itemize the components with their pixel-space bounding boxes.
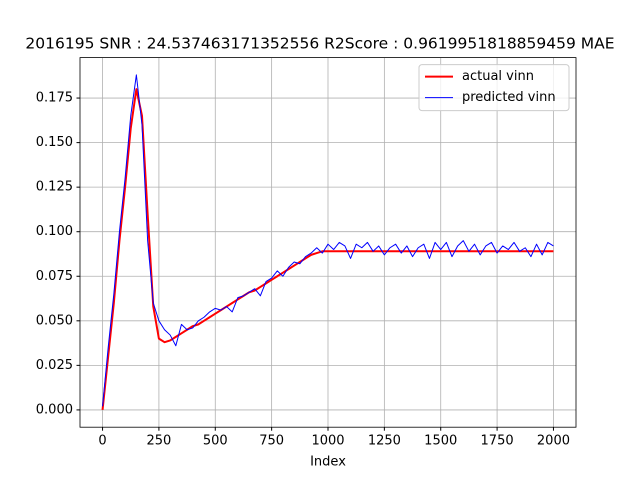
y-tick-label: 0.025 bbox=[36, 358, 73, 373]
x-axis-label: Index bbox=[310, 455, 346, 470]
y-tick-label: 0.125 bbox=[36, 180, 73, 195]
plot-frame bbox=[79, 57, 577, 428]
legend-label: predicted vinn bbox=[462, 90, 556, 105]
x-tick-label: 250 bbox=[146, 434, 171, 449]
x-tick-label: 1750 bbox=[481, 434, 514, 449]
legend-box bbox=[418, 64, 570, 112]
x-tick-label: 2000 bbox=[537, 434, 570, 449]
chart-title: 2016195 SNR : 24.537463171352556 R2Score… bbox=[25, 35, 614, 53]
x-tick-label: 500 bbox=[203, 434, 228, 449]
y-tick-label: 0.100 bbox=[36, 224, 73, 239]
x-tick-label: 750 bbox=[259, 434, 284, 449]
legend-label: actual vinn bbox=[462, 69, 534, 84]
x-tick-label: 1500 bbox=[424, 434, 457, 449]
y-tick-label: 0.150 bbox=[36, 135, 73, 150]
y-tick-label: 0.000 bbox=[36, 402, 73, 417]
x-tick-label: 1000 bbox=[311, 434, 344, 449]
y-tick-label: 0.175 bbox=[36, 91, 73, 106]
x-tick-label: 1250 bbox=[368, 434, 401, 449]
y-tick-label: 0.050 bbox=[36, 313, 73, 328]
y-tick-label: 0.075 bbox=[36, 269, 73, 284]
line-series bbox=[102, 74, 554, 407]
x-tick-label: 0 bbox=[98, 434, 106, 449]
